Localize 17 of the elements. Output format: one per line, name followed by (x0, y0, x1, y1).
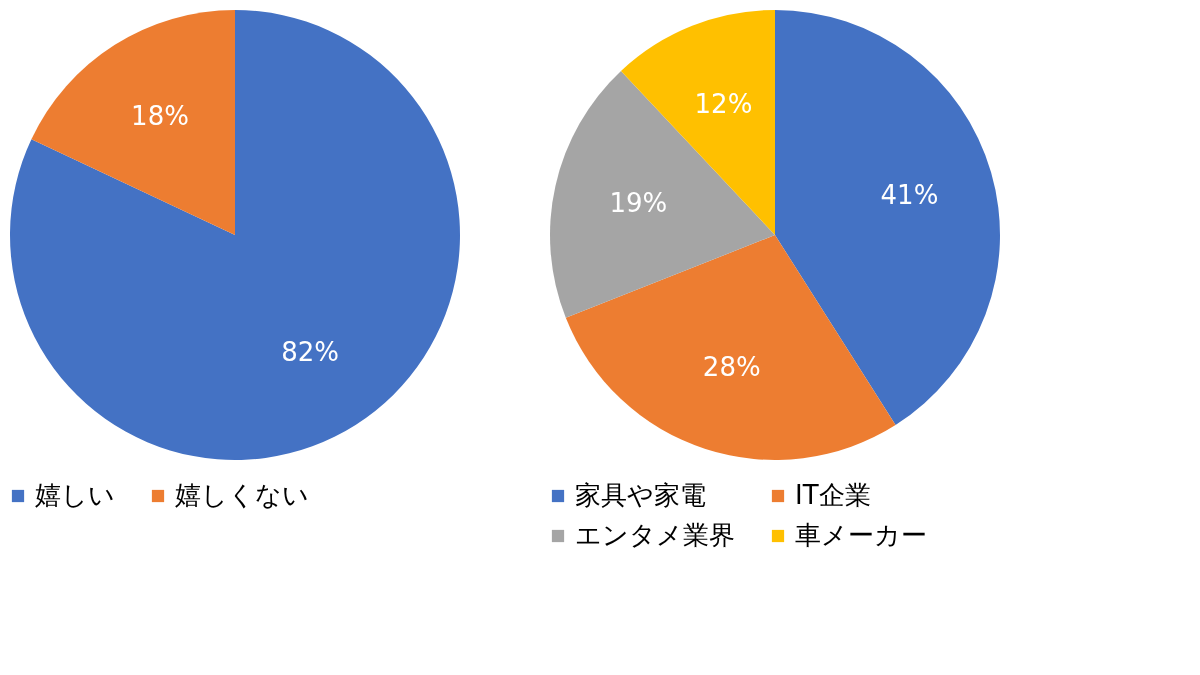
legend-label: エンタメ業界 (575, 520, 735, 550)
legend-label: 嬉しい (35, 480, 115, 510)
data-label: 18% (131, 100, 189, 131)
legend-label: 家具や家電 (575, 480, 706, 510)
data-label: 82% (281, 337, 339, 368)
legend-label: IT企業 (795, 480, 871, 510)
legend-label: 嬉しくない (175, 480, 309, 510)
pie-slice (775, 10, 1000, 425)
pie-slice (31, 10, 235, 235)
data-label: 41% (880, 179, 939, 210)
pie-slice (565, 235, 896, 460)
data-label: 28% (702, 352, 761, 383)
data-label: 12% (694, 88, 753, 119)
pie-slice (10, 10, 460, 460)
legend-label: 車メーカー (795, 520, 927, 550)
data-label: 19% (609, 188, 668, 219)
pie-slice (550, 70, 775, 318)
